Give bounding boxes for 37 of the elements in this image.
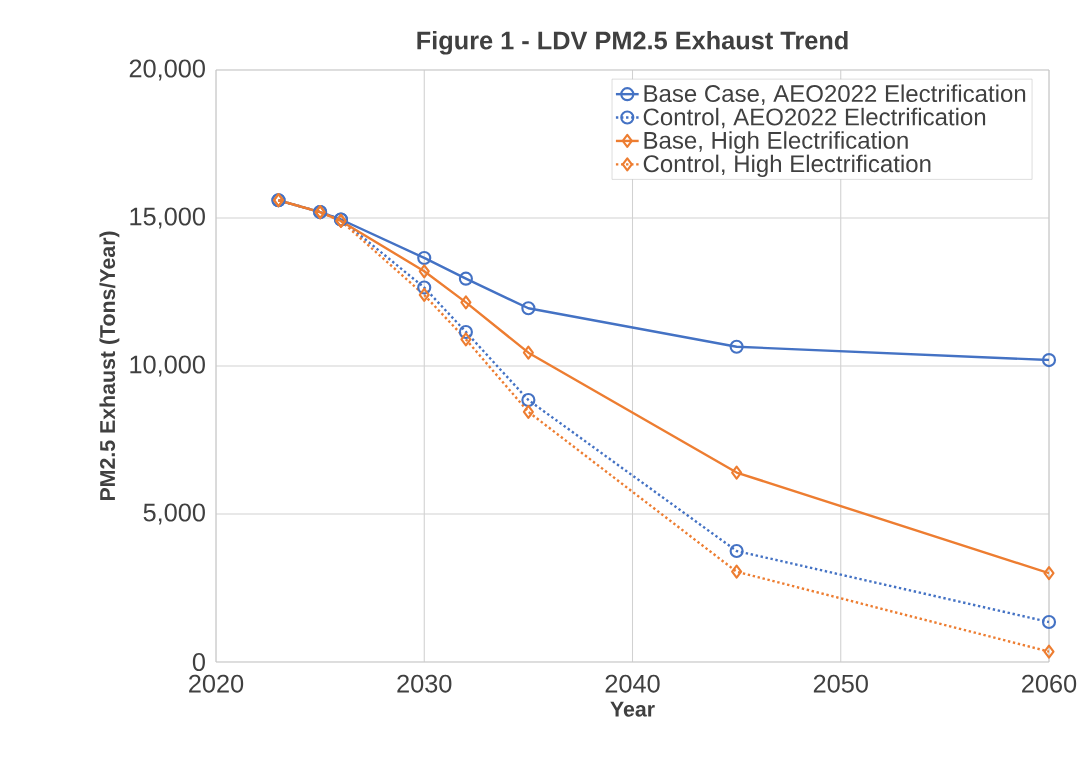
- point: [521, 392, 536, 408]
- point: [521, 301, 536, 316]
- point: [1041, 353, 1057, 368]
- legend-label: Base Case, AEO2022 Electrification: [644, 84, 1026, 105]
- y-tick-label: 0: [192, 653, 205, 671]
- point: [417, 250, 432, 266]
- y-tick-label: 20,000: [129, 59, 205, 81]
- y-tick-label: 15,000: [130, 207, 205, 229]
- point: [522, 345, 534, 360]
- x-tick-label: 2060: [1022, 674, 1077, 693]
- x-tick-label: 2020: [189, 674, 244, 693]
- point: [418, 287, 430, 303]
- y-tick-label: 10,000: [130, 355, 205, 377]
- point: [460, 295, 472, 310]
- point: [729, 543, 744, 559]
- point: [731, 564, 743, 579]
- point: [458, 271, 473, 286]
- point: [729, 339, 744, 354]
- point: [1041, 614, 1057, 630]
- chart-title: Figure 1 - LDV PM2.5 Exhaust Trend: [417, 30, 848, 55]
- x-tick-label: 2030: [397, 674, 452, 693]
- x-tick-label: 2040: [605, 674, 660, 693]
- point: [1043, 566, 1055, 581]
- legend-label: Base, High Electrification: [644, 131, 908, 154]
- point: [458, 324, 473, 340]
- x-axis-title: Year: [610, 701, 655, 717]
- legend-label: Control, AEO2022 Electrification: [643, 107, 986, 129]
- x-tick-label: 2050: [813, 674, 868, 693]
- y-axis-title: PM2.5 Exhaust (Tons/Year): [99, 231, 120, 501]
- point: [522, 404, 534, 419]
- point: [418, 264, 430, 279]
- y-tick-label: 5,000: [143, 503, 205, 525]
- legend-label: Control, High Electrification: [643, 154, 931, 178]
- point: [417, 280, 432, 295]
- point: [460, 332, 472, 347]
- point: [1043, 644, 1055, 659]
- point: [731, 465, 743, 480]
